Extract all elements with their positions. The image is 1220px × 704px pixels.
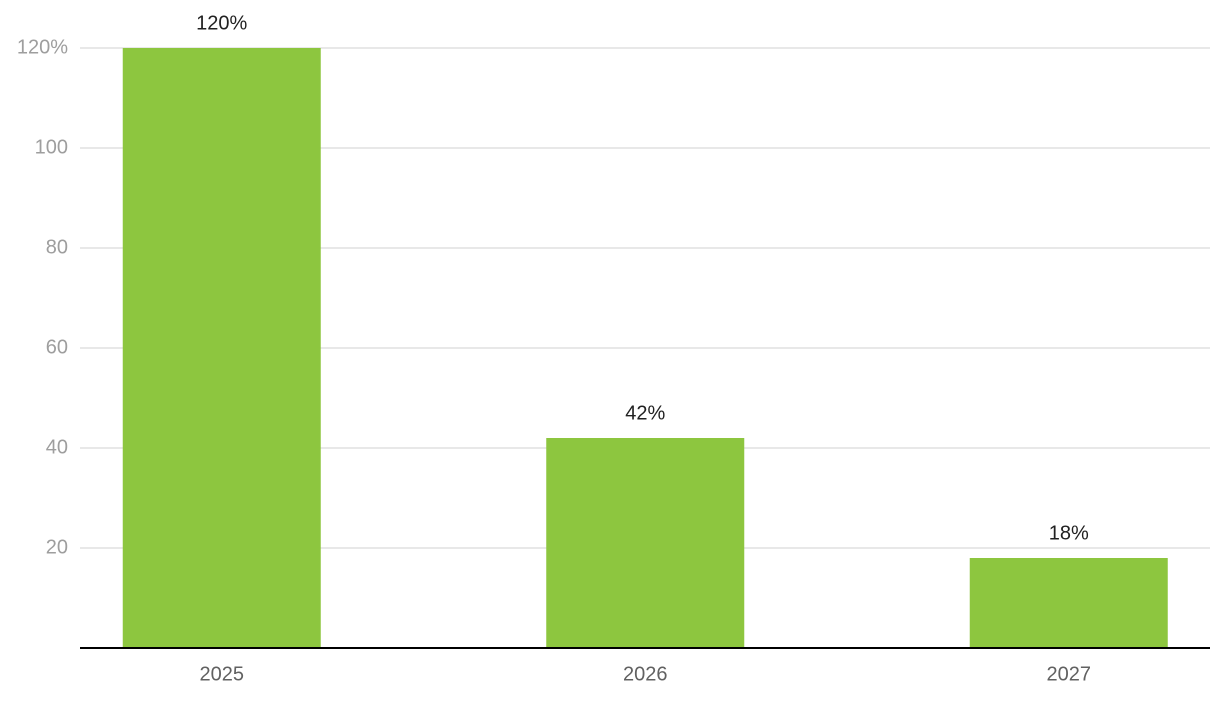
x-tick-label: 2026 — [623, 663, 668, 685]
value-label: 120% — [196, 12, 247, 34]
y-tick-label: 80 — [46, 236, 68, 258]
bar — [969, 558, 1168, 648]
value-label: 18% — [1049, 522, 1089, 544]
y-tick-label: 100 — [35, 136, 68, 158]
value-label: 42% — [625, 402, 665, 424]
bar — [122, 48, 321, 648]
y-tick-label: 120% — [17, 36, 68, 58]
x-tick-label: 2027 — [1047, 663, 1092, 685]
bar — [546, 438, 745, 648]
y-tick-label: 20 — [46, 536, 68, 558]
y-tick-label: 60 — [46, 336, 68, 358]
x-tick-label: 2025 — [200, 663, 245, 685]
y-tick-label: 40 — [46, 436, 68, 458]
